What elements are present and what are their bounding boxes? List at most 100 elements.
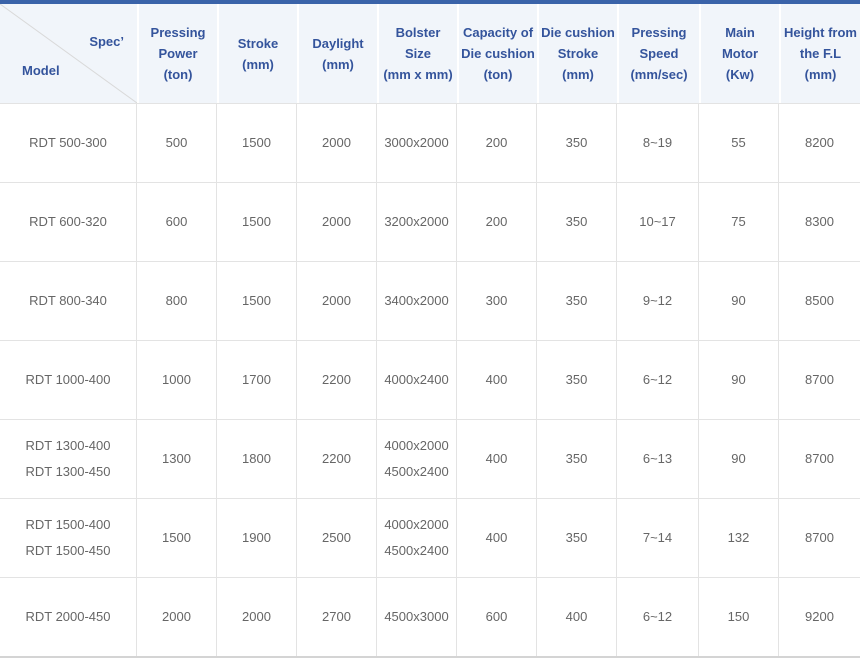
value-line: 300 xyxy=(485,293,508,308)
value-line: 3000x2000 xyxy=(384,135,449,150)
table-row: RDT 2000-450 2000 2000 2700 4500x3000 600 400 6… xyxy=(0,577,860,656)
value-cell-pressing-speed: 6~13 xyxy=(617,420,699,498)
value-line: 400 xyxy=(485,530,508,545)
column-header-main-motor: Main Motor (Kw) xyxy=(699,4,779,103)
value-line: 350 xyxy=(565,214,588,229)
value-line: 350 xyxy=(565,135,588,150)
column-header-line: Pressing xyxy=(631,25,687,40)
value-line: 132 xyxy=(727,530,750,545)
value-line: 6~13 xyxy=(642,451,673,466)
value-cell-main-motor: 90 xyxy=(699,262,779,340)
value-cell-stroke: 1500 xyxy=(217,183,297,261)
value-line: 90 xyxy=(731,293,746,308)
value-cell-stroke: 1800 xyxy=(217,420,297,498)
value-cell-height-from-fl: 8300 xyxy=(779,183,860,261)
value-cell-stroke: 1500 xyxy=(217,104,297,182)
value-cell-height-from-fl: 8700 xyxy=(779,499,860,577)
model-name: RDT 600-320 xyxy=(29,214,107,229)
value-cell-pressing-speed: 8~19 xyxy=(617,104,699,182)
value-cell-die-cushion-stroke: 350 xyxy=(537,420,617,498)
value-cell-pressing-power: 800 xyxy=(137,262,217,340)
model-name: RDT 1300-400 xyxy=(25,438,111,453)
value-line: 9200 xyxy=(805,609,834,624)
value-line: 90 xyxy=(731,451,746,466)
value-line: 4500x3000 xyxy=(384,609,449,624)
value-line: 8700 xyxy=(805,530,834,545)
column-header-line: Main xyxy=(725,25,755,40)
model-cell: RDT 2000-450 xyxy=(0,578,137,656)
column-header-daylight: Daylight (mm) xyxy=(297,4,377,103)
column-header-line: Height from xyxy=(784,25,857,40)
value-line: 2500 xyxy=(322,530,351,545)
value-line: 350 xyxy=(565,530,588,545)
value-line: 1500 xyxy=(242,135,271,150)
model-cell: RDT 1300-400 RDT 1300-450 xyxy=(0,420,137,498)
value-cell-die-cushion-capacity: 200 xyxy=(457,104,537,182)
value-cell-die-cushion-stroke: 350 xyxy=(537,341,617,419)
value-line: 4500x2400 xyxy=(384,543,449,558)
value-line: 150 xyxy=(727,609,750,624)
value-cell-main-motor: 150 xyxy=(699,578,779,656)
column-header-line: (mm) xyxy=(562,67,594,82)
value-line: 8300 xyxy=(805,214,834,229)
value-line: 1500 xyxy=(242,214,271,229)
value-cell-stroke: 2000 xyxy=(217,578,297,656)
value-cell-height-from-fl: 8500 xyxy=(779,262,860,340)
corner-header-cell: Spec’ Model xyxy=(0,4,137,103)
column-header-line: Speed xyxy=(639,46,679,61)
value-line: 7~14 xyxy=(642,530,673,545)
value-line: 1300 xyxy=(162,451,191,466)
value-cell-stroke: 1500 xyxy=(217,262,297,340)
value-cell-main-motor: 132 xyxy=(699,499,779,577)
value-cell-die-cushion-capacity: 600 xyxy=(457,578,537,656)
model-name: RDT 500-300 xyxy=(29,135,107,150)
value-cell-die-cushion-capacity: 200 xyxy=(457,183,537,261)
value-cell-die-cushion-capacity: 400 xyxy=(457,341,537,419)
value-cell-pressing-power: 1500 xyxy=(137,499,217,577)
value-line: 2700 xyxy=(322,609,351,624)
value-line: 6~12 xyxy=(642,372,673,387)
model-name: RDT 1300-450 xyxy=(25,464,111,479)
value-cell-pressing-power: 1300 xyxy=(137,420,217,498)
value-cell-pressing-speed: 7~14 xyxy=(617,499,699,577)
value-cell-pressing-speed: 9~12 xyxy=(617,262,699,340)
value-line: 2000 xyxy=(322,293,351,308)
column-header-height-from-fl: Height from the F.L (mm) xyxy=(779,4,860,103)
value-line: 350 xyxy=(565,293,588,308)
value-line: 2200 xyxy=(322,451,351,466)
model-cell: RDT 1500-400 RDT 1500-450 xyxy=(0,499,137,577)
value-line: 400 xyxy=(565,609,588,624)
value-line: 8200 xyxy=(805,135,834,150)
value-cell-bolster-size: 3200x2000 xyxy=(377,183,457,261)
column-header-pressing-power: Pressing Power (ton) xyxy=(137,4,217,103)
column-header-line: (mm) xyxy=(322,56,354,72)
diagonal-divider xyxy=(0,4,137,103)
column-header-die-cushion-capacity: Capacity of Die cushion (ton) xyxy=(457,4,537,103)
column-header-line: Motor xyxy=(721,46,759,61)
value-cell-daylight: 2700 xyxy=(297,578,377,656)
model-cell: RDT 800-340 xyxy=(0,262,137,340)
value-cell-bolster-size: 4500x3000 xyxy=(377,578,457,656)
column-header-line: (mm/sec) xyxy=(630,67,688,82)
column-header-line: Power xyxy=(158,46,198,61)
value-line: 500 xyxy=(165,135,188,150)
column-header-line: Bolster xyxy=(395,25,441,40)
value-cell-daylight: 2500 xyxy=(297,499,377,577)
column-header-line: Stroke xyxy=(557,46,599,61)
value-line: 10~17 xyxy=(639,214,676,229)
value-cell-pressing-power: 1000 xyxy=(137,341,217,419)
value-line: 8500 xyxy=(805,293,834,308)
value-line: 2000 xyxy=(322,214,351,229)
value-cell-pressing-speed: 10~17 xyxy=(617,183,699,261)
model-cell: RDT 600-320 xyxy=(0,183,137,261)
value-cell-bolster-size: 3000x2000 xyxy=(377,104,457,182)
value-line: 1500 xyxy=(242,293,271,308)
column-header-bolster-size: Bolster Size (mm x mm) xyxy=(377,4,457,103)
value-cell-die-cushion-capacity: 400 xyxy=(457,420,537,498)
value-cell-die-cushion-capacity: 300 xyxy=(457,262,537,340)
model-name: RDT 800-340 xyxy=(29,293,107,308)
value-cell-daylight: 2000 xyxy=(297,262,377,340)
value-cell-die-cushion-stroke: 350 xyxy=(537,104,617,182)
model-name: RDT 2000-450 xyxy=(25,609,111,624)
